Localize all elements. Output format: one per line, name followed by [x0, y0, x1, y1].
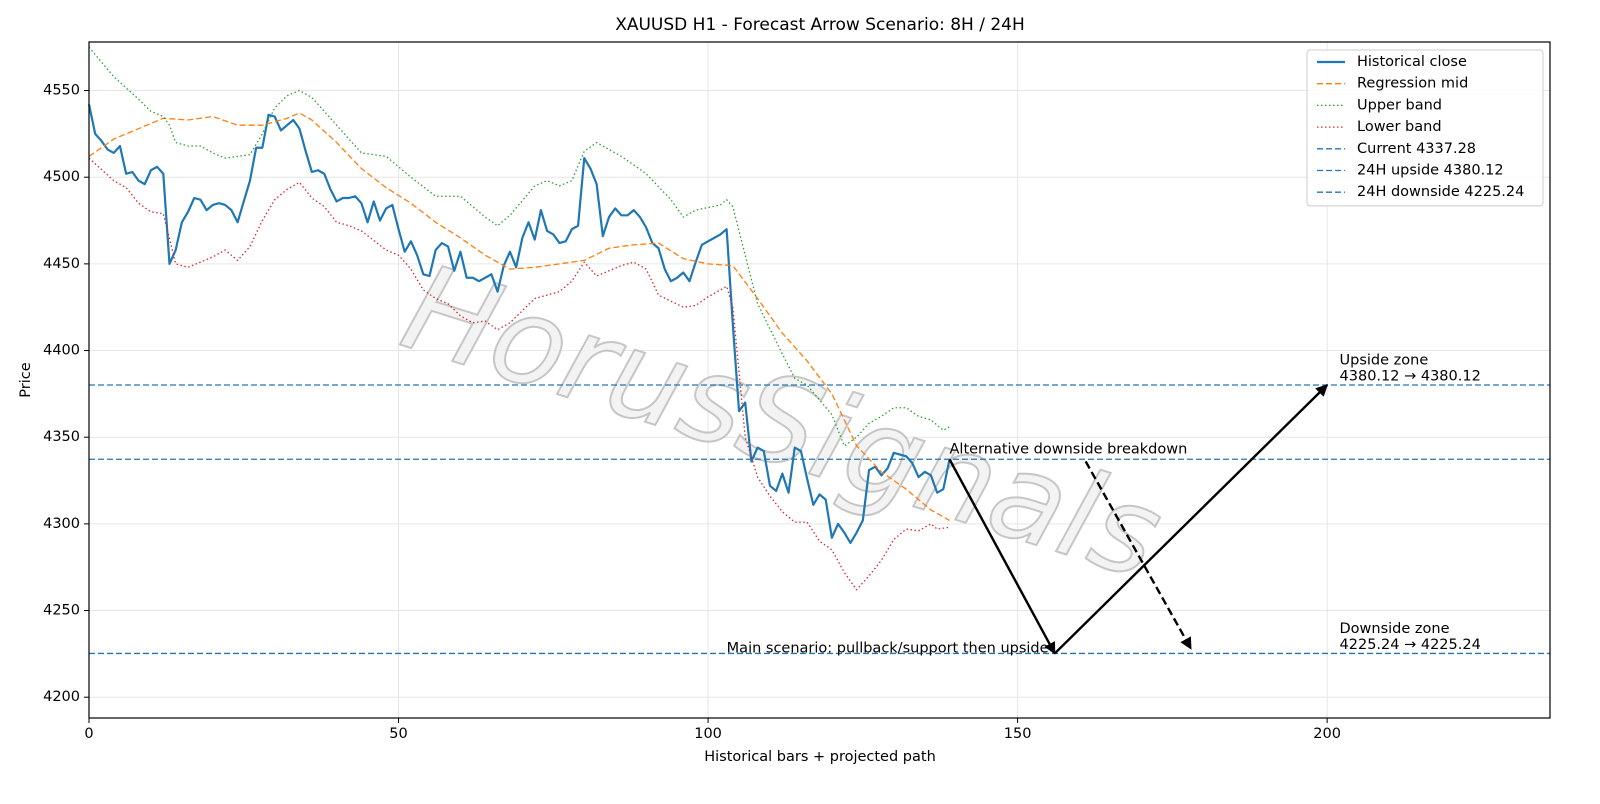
- annotation: 4225.24 → 4225.24: [1340, 637, 1481, 653]
- legend-box: [1306, 49, 1544, 207]
- y-tick-label: 4400: [43, 343, 80, 359]
- y-tick-label: 4450: [43, 256, 80, 272]
- axes-frame: [88, 41, 1551, 719]
- x-tick-label: 100: [694, 726, 722, 742]
- y-tick-label: 4250: [43, 603, 80, 619]
- legend-label: Current 4337.28: [1357, 141, 1476, 157]
- x-tick-label: 200: [1313, 726, 1341, 742]
- y-tick-label: 4550: [43, 83, 80, 99]
- chart-title: XAUUSD H1 - Forecast Arrow Scenario: 8H …: [615, 15, 1025, 35]
- legend-label: 24H upside 4380.12: [1357, 163, 1504, 179]
- y-tick-label: 4300: [43, 516, 80, 532]
- legend-label: Upper band: [1357, 97, 1442, 113]
- series-line: [88, 46, 950, 447]
- x-tick-label: 0: [84, 726, 93, 742]
- y-tick-label: 4200: [43, 689, 80, 705]
- forecast-arrow: [948, 458, 1056, 655]
- series-line: [88, 112, 950, 521]
- series-line: [88, 157, 950, 591]
- legend-label: 24H downside 4225.24: [1357, 184, 1524, 200]
- annotation: Downside zone: [1340, 621, 1450, 637]
- annotation: Alternative downside breakdown: [950, 441, 1188, 457]
- annotation: 4380.12 → 4380.12: [1340, 369, 1481, 385]
- annotation: Upside zone: [1340, 353, 1429, 369]
- x-tick-label: 150: [1004, 726, 1032, 742]
- legend-label: Historical close: [1357, 54, 1467, 70]
- forecast-arrow: [1053, 384, 1328, 655]
- legend-label: Regression mid: [1357, 76, 1468, 92]
- y-tick-label: 4500: [43, 169, 80, 185]
- y-axis-label: Price: [18, 362, 34, 397]
- annotation: Main scenario: pullback/support then ups…: [727, 641, 1049, 657]
- legend-label: Lower band: [1357, 119, 1442, 135]
- y-tick-label: 4350: [43, 429, 80, 445]
- x-tick-label: 50: [389, 726, 407, 742]
- series-line: [87, 104, 951, 545]
- x-axis-label: Historical bars + projected path: [704, 749, 936, 765]
